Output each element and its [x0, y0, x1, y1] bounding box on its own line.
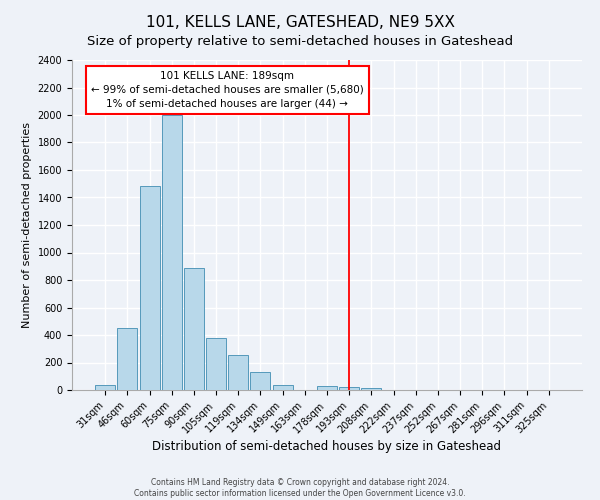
Bar	[339, 387, 359, 390]
Bar	[162, 115, 182, 390]
Bar	[361, 388, 382, 390]
Bar	[250, 372, 271, 390]
Text: 101, KELLS LANE, GATESHEAD, NE9 5XX: 101, KELLS LANE, GATESHEAD, NE9 5XX	[146, 15, 455, 30]
X-axis label: Distribution of semi-detached houses by size in Gateshead: Distribution of semi-detached houses by …	[152, 440, 502, 454]
Bar	[317, 386, 337, 390]
Y-axis label: Number of semi-detached properties: Number of semi-detached properties	[22, 122, 32, 328]
Bar	[272, 384, 293, 390]
Bar	[118, 328, 137, 390]
Bar	[95, 384, 115, 390]
Text: 101 KELLS LANE: 189sqm
← 99% of semi-detached houses are smaller (5,680)
1% of s: 101 KELLS LANE: 189sqm ← 99% of semi-det…	[91, 71, 364, 109]
Bar	[228, 355, 248, 390]
Text: Size of property relative to semi-detached houses in Gateshead: Size of property relative to semi-detach…	[87, 35, 513, 48]
Bar	[206, 338, 226, 390]
Text: Contains HM Land Registry data © Crown copyright and database right 2024.
Contai: Contains HM Land Registry data © Crown c…	[134, 478, 466, 498]
Bar	[184, 268, 204, 390]
Bar	[140, 186, 160, 390]
